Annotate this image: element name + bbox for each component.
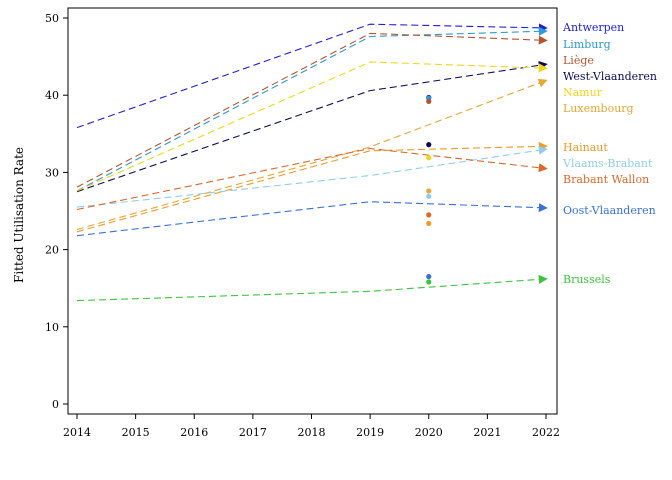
series-line-brussels — [76, 274, 548, 302]
point-2020-brussels — [426, 279, 432, 285]
x-axis: 2014 2015 2016 2017 2018 2019 2020 2021 2022 — [63, 414, 560, 439]
y-tick-label: 10 — [45, 321, 59, 334]
points-layer — [426, 94, 432, 285]
series-line-brabant-wallon — [76, 147, 548, 211]
series-line-antwerpen — [76, 23, 548, 129]
legend-label-west-vlaanderen: West-Vlaanderen — [563, 70, 657, 83]
y-tick-label: 20 — [45, 244, 59, 257]
series-line-west-vlaanderen — [76, 60, 548, 193]
x-tick-label: 2020 — [415, 426, 443, 439]
y-tick-label: 50 — [45, 12, 59, 25]
point-2020-brabant-wallon — [426, 212, 432, 218]
legend-label-limburg: Limburg — [563, 38, 611, 51]
point-2020-vlaams-brabant — [426, 193, 432, 199]
point-2020-liege — [426, 98, 432, 104]
series-line-liege — [76, 32, 548, 188]
series-line-limburg — [76, 26, 548, 192]
y-tick-label: 30 — [45, 166, 59, 179]
series-line-namur — [76, 61, 548, 192]
y-tick-label: 40 — [45, 89, 59, 102]
point-2020-namur — [426, 155, 432, 161]
legend-label-liege: Liège — [563, 54, 594, 67]
legend-label-oost-vlaanderen: Oost-Vlaanderen — [563, 204, 656, 217]
series-line-oost-vlaanderen — [76, 201, 548, 237]
x-tick-label: 2016 — [180, 426, 208, 439]
point-2020-oost-vlaanderen — [426, 274, 432, 280]
legend-label-hainaut: Hainaut — [563, 141, 608, 154]
x-tick-label: 2017 — [239, 426, 267, 439]
series-line-hainaut — [76, 141, 548, 233]
series-line-vlaams-brabant — [76, 145, 548, 208]
legend-label-brabant-wallon: Brabant Wallon — [563, 173, 649, 186]
x-tick-label: 2015 — [122, 426, 150, 439]
legend: Antwerpen Limburg Liège West-Vlaanderen Namu… — [562, 21, 657, 286]
point-2020-luxembourg — [426, 188, 432, 194]
x-tick-label: 2014 — [63, 426, 91, 439]
x-tick-label: 2021 — [473, 426, 501, 439]
series-line-luxembourg — [76, 78, 548, 231]
x-tick-label: 2018 — [298, 426, 326, 439]
legend-label-brussels: Brussels — [563, 273, 611, 286]
series-layer — [76, 23, 548, 302]
y-axis-label: Fitted Utilisation Rate — [12, 147, 26, 283]
legend-label-vlaams-brabant: Vlaams-Brabant — [562, 157, 653, 170]
x-tick-label: 2019 — [356, 426, 384, 439]
point-2020-hainaut — [426, 220, 432, 226]
legend-label-namur: Namur — [563, 86, 603, 99]
legend-label-antwerpen: Antwerpen — [562, 21, 624, 34]
point-2020-west-vlaanderen — [426, 142, 432, 148]
plot-area-border — [67, 7, 558, 415]
x-tick-label: 2022 — [532, 426, 560, 439]
y-axis: 0 10 20 30 40 50 — [45, 12, 68, 411]
legend-label-luxembourg: Luxembourg — [563, 102, 634, 115]
y-tick-label: 0 — [52, 398, 59, 411]
